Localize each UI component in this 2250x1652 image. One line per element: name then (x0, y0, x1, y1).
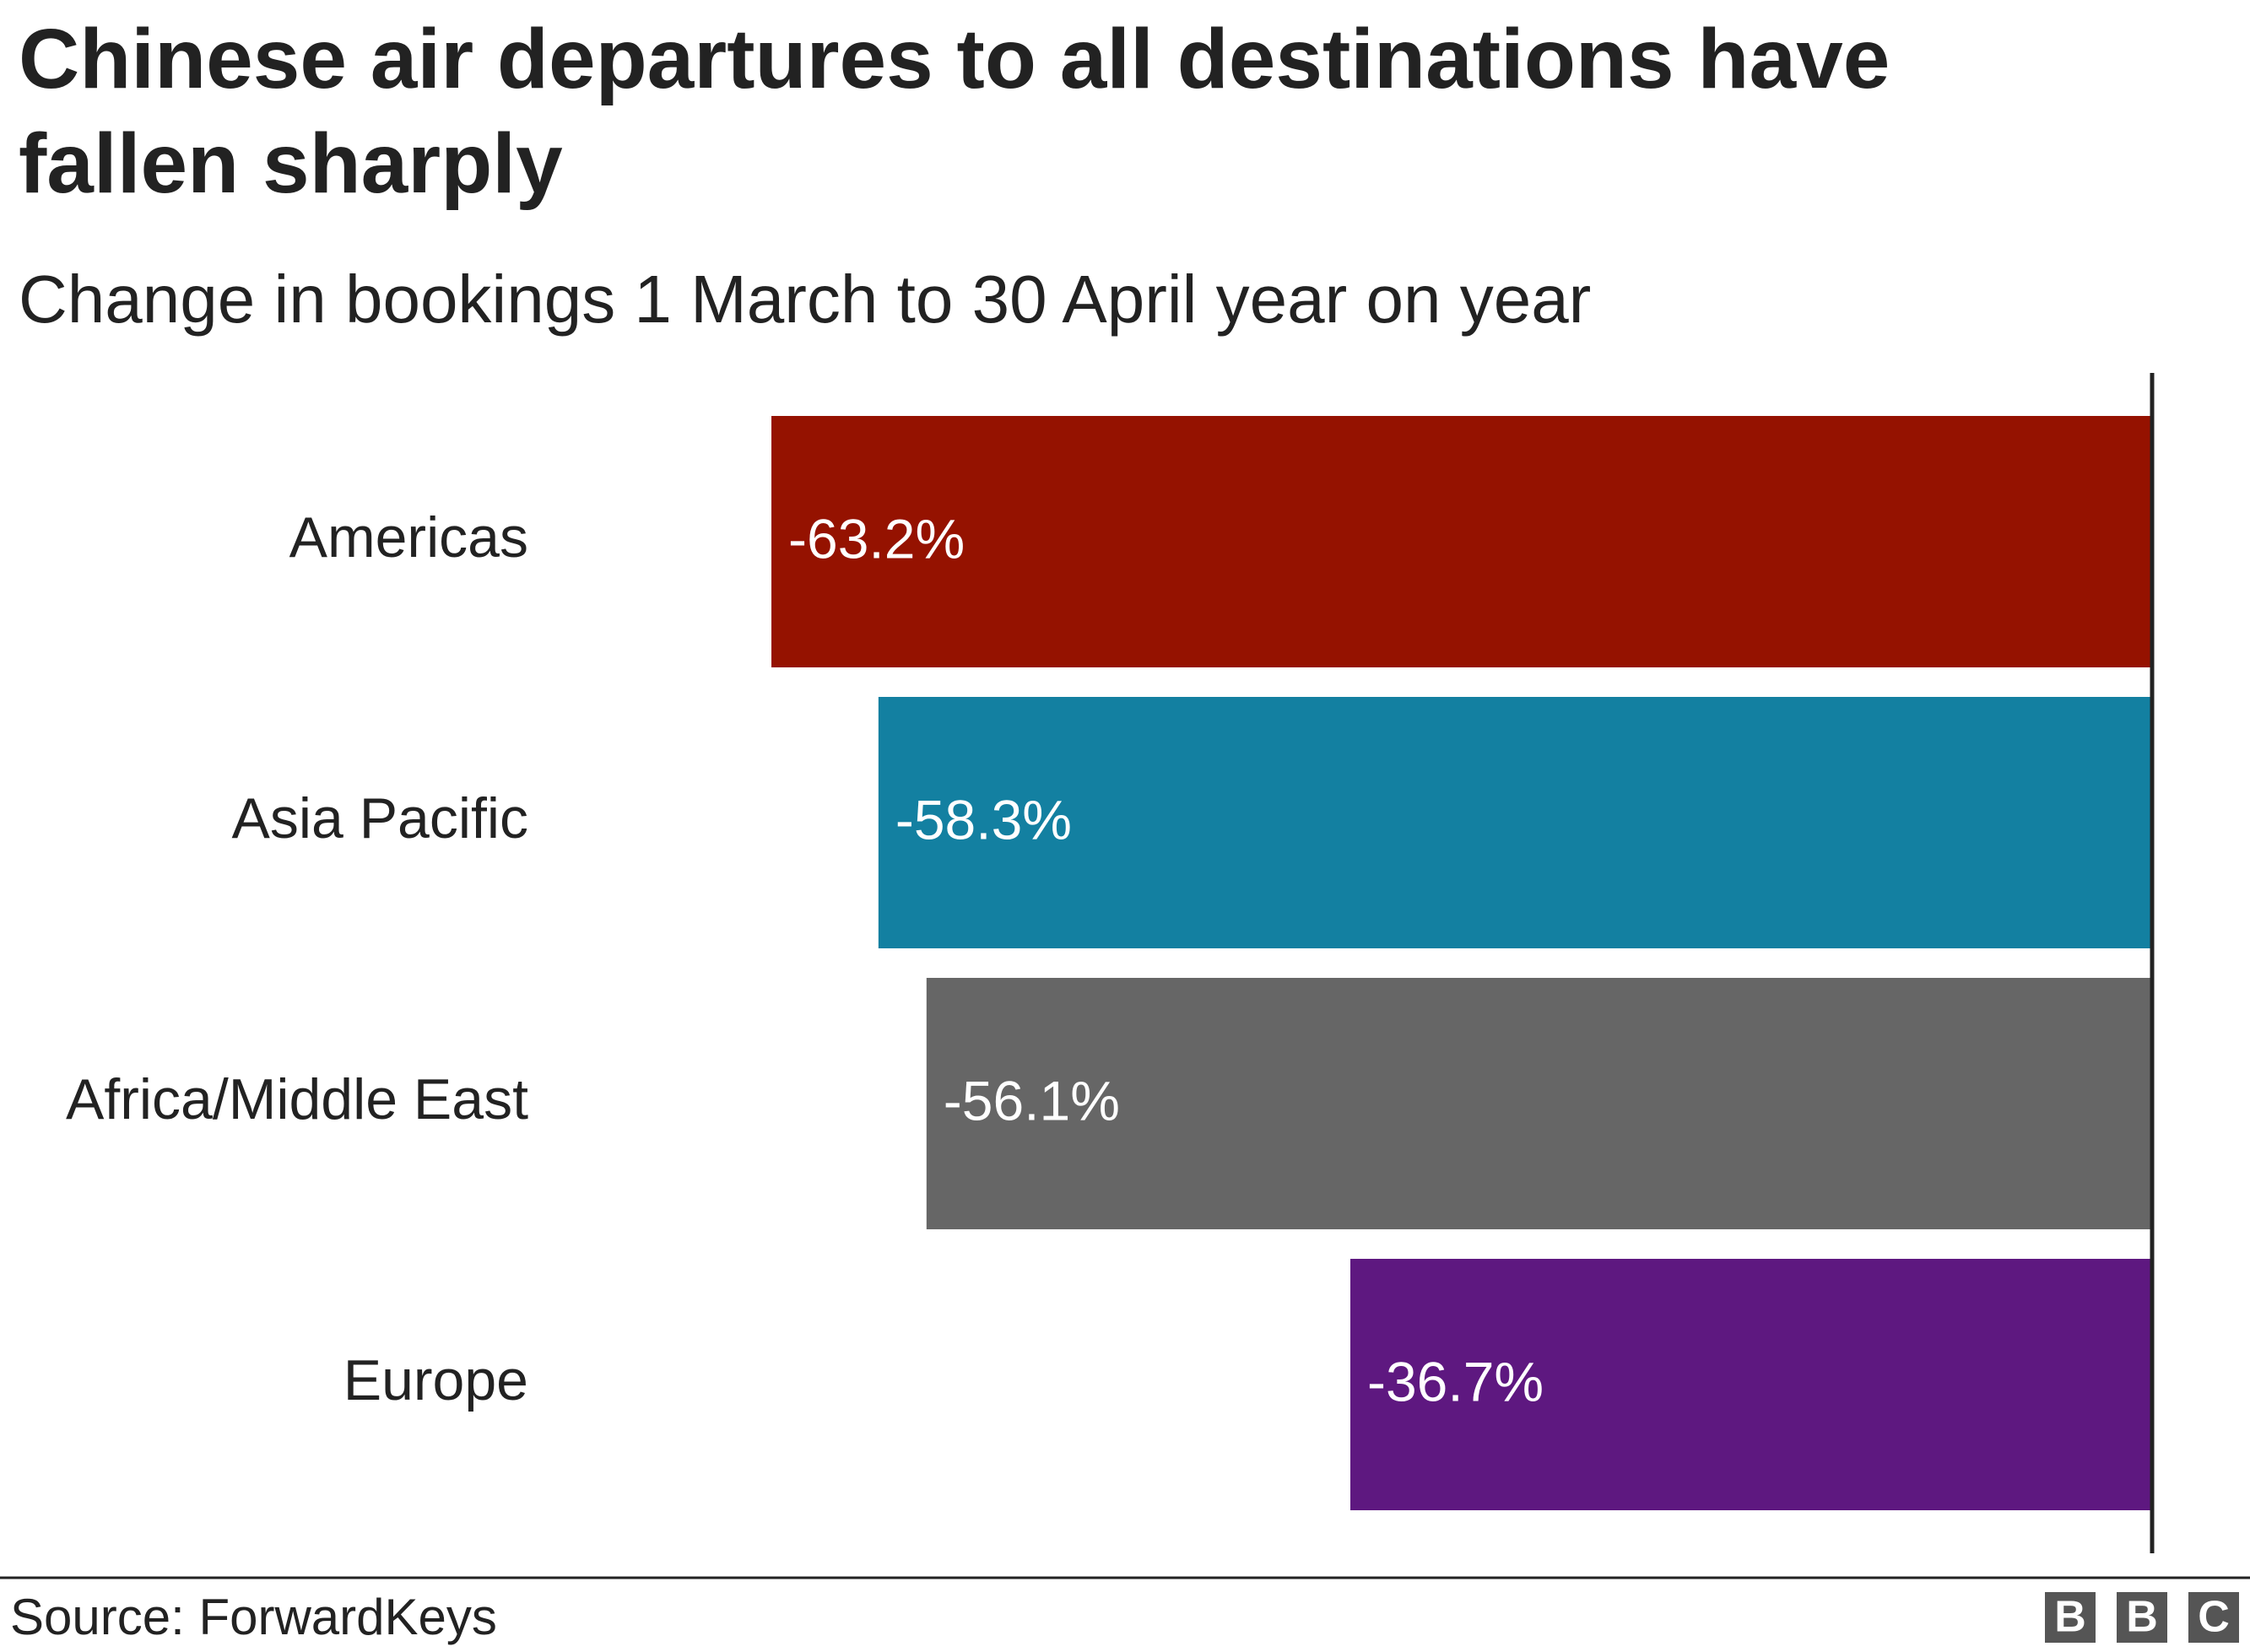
bar (1349, 1259, 2152, 1510)
logo-box (2188, 1592, 2239, 1643)
logo-box (2117, 1592, 2167, 1643)
logo-letter: C (2198, 1593, 2230, 1642)
value-label: -58.3% (895, 788, 1072, 850)
value-label: -56.1% (944, 1069, 1120, 1131)
y-tick-label: Africa/Middle East (66, 1067, 528, 1131)
bar (926, 978, 2152, 1229)
chart-title: Chinese air departures to all destinatio… (19, 12, 1890, 211)
y-tick-label: Americas (289, 505, 528, 570)
y-tick-label: Asia Pacific (232, 786, 528, 850)
logo-letter: B (2126, 1593, 2158, 1642)
value-label: -36.7% (1367, 1350, 1544, 1412)
logo-box (2045, 1592, 2096, 1643)
chart-subtitle: Change in bookings 1 March to 30 April y… (19, 262, 1592, 337)
bar (878, 697, 2152, 948)
value-label: -63.2% (788, 507, 965, 570)
bar (771, 416, 2152, 667)
y-tick-label: Europe (343, 1348, 528, 1412)
source: Source: ForwardKeys (10, 1589, 497, 1645)
logo-letter: B (2054, 1593, 2086, 1642)
